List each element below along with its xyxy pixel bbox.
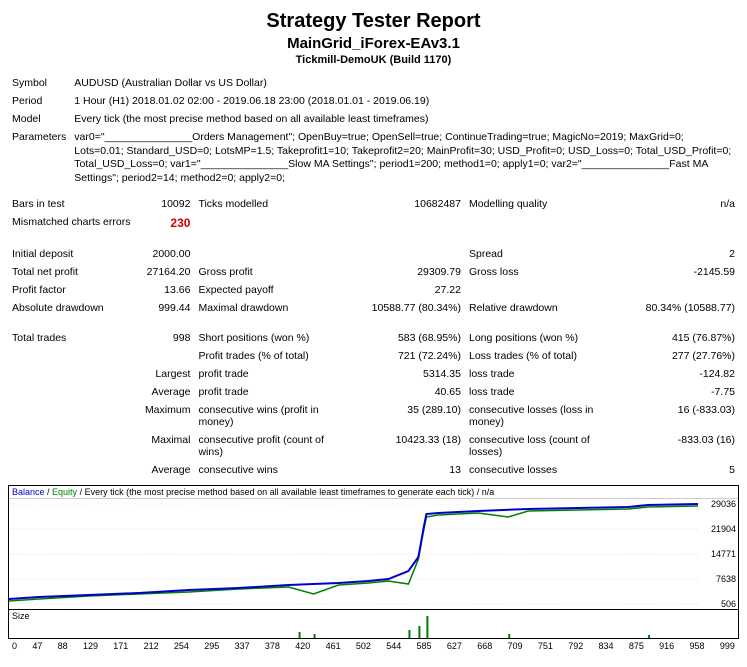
x-axis-ticks: 0478812917121225429533737842046150254458… xyxy=(8,639,739,651)
absdd-value: 999.44 xyxy=(134,299,194,317)
netprofit-value: 27164.20 xyxy=(134,263,194,281)
grossloss-label: Gross loss xyxy=(465,263,619,281)
params-label: Parameters xyxy=(8,128,70,189)
model-value: Every tick (the most precise method base… xyxy=(70,110,739,128)
max-cl-label: consecutive losses (loss in money) xyxy=(465,401,619,431)
largest-label: Largest xyxy=(134,365,194,383)
maximal-cl-label: consecutive loss (count of losses) xyxy=(465,431,619,461)
avg-cw-label: consecutive wins xyxy=(194,461,345,479)
grossprofit-value: 29309.79 xyxy=(345,263,465,281)
spread-label: Spread xyxy=(465,245,619,263)
mq-label: Modelling quality xyxy=(465,195,619,213)
broker-build: Tickmill-DemoUK (Build 1170) xyxy=(8,54,739,66)
spread-value: 2 xyxy=(619,245,739,263)
ticks-value: 10682487 xyxy=(345,195,465,213)
report-title: Strategy Tester Report xyxy=(8,10,739,33)
maximal-label: Maximal xyxy=(134,431,194,461)
absdd-label: Absolute drawdown xyxy=(8,299,134,317)
losstrades-label: Loss trades (% of total) xyxy=(465,347,619,365)
maximal-cp-label: consecutive profit (count of wins) xyxy=(194,431,345,461)
losstrades-value: 277 (27.76%) xyxy=(619,347,739,365)
avg-cl-label: consecutive losses xyxy=(465,461,619,479)
ep-value: 27.22 xyxy=(345,281,465,299)
max-cw-label: consecutive wins (profit in money) xyxy=(194,401,345,431)
ticks-label: Ticks modelled xyxy=(194,195,345,213)
legend-text: Every tick (the most precise method base… xyxy=(85,487,495,497)
period-value: 1 Hour (H1) 2018.01.02 02:00 - 2019.06.1… xyxy=(70,92,739,110)
ea-name: MainGrid_iForex-EAv3.1 xyxy=(8,35,739,52)
grossloss-value: -2145.59 xyxy=(619,263,739,281)
params-value: var0="_______________Orders Management";… xyxy=(70,128,739,189)
chart-main-panel: 2903621904147717638506 xyxy=(9,499,738,609)
legend-equity: Equity xyxy=(52,487,77,497)
avg-pt-value: 40.65 xyxy=(345,383,465,401)
meta-table: Symbol AUDUSD (Australian Dollar vs US D… xyxy=(8,74,739,189)
mismatch-value: 230 xyxy=(134,213,194,233)
y-axis-labels: 2903621904147717638506 xyxy=(711,499,736,609)
maxdd-value: 10588.77 (80.34%) xyxy=(345,299,465,317)
max-cw-value: 35 (289.10) xyxy=(345,401,465,431)
deposit-value: 2000.00 xyxy=(134,245,194,263)
totaltrades-value: 998 xyxy=(134,329,194,347)
bars-label: Bars in test xyxy=(8,195,134,213)
maxdd-label: Maximal drawdown xyxy=(194,299,345,317)
bars-value: 10092 xyxy=(134,195,194,213)
profittrades-value: 721 (72.24%) xyxy=(345,347,465,365)
maximal-cl-value: -833.03 (16) xyxy=(619,431,739,461)
avg-lt-value: -7.75 xyxy=(619,383,739,401)
max-cl-value: 16 (-833.03) xyxy=(619,401,739,431)
maximum-label: Maximum xyxy=(134,401,194,431)
avg-cl-value: 5 xyxy=(619,461,739,479)
shortpos-value: 583 (68.95%) xyxy=(345,329,465,347)
symbol-value: AUDUSD (Australian Dollar vs US Dollar) xyxy=(70,74,739,92)
longpos-label: Long positions (won %) xyxy=(465,329,619,347)
maximal-cp-value: 10423.33 (18) xyxy=(345,431,465,461)
mismatch-label: Mismatched charts errors xyxy=(8,213,134,233)
profittrades-label: Profit trades (% of total) xyxy=(194,347,345,365)
chart-size-panel: Size xyxy=(9,609,738,638)
avg2-label: Average xyxy=(134,461,194,479)
longpos-value: 415 (76.87%) xyxy=(619,329,739,347)
period-label: Period xyxy=(8,92,70,110)
size-label: Size xyxy=(12,611,30,621)
avg-cw-value: 13 xyxy=(345,461,465,479)
pf-value: 13.66 xyxy=(134,281,194,299)
totaltrades-label: Total trades xyxy=(8,329,134,347)
ep-label: Expected payoff xyxy=(194,281,345,299)
deposit-label: Initial deposit xyxy=(8,245,134,263)
largest-lt-value: -124.82 xyxy=(619,365,739,383)
mq-value: n/a xyxy=(619,195,739,213)
reldd-value: 80.34% (10588.77) xyxy=(619,299,739,317)
equity-chart: Balance / Equity / Every tick (the most … xyxy=(8,485,739,639)
stats-table: Bars in test 10092 Ticks modelled 106824… xyxy=(8,195,739,479)
avg-pt-label: profit trade xyxy=(194,383,345,401)
netprofit-label: Total net profit xyxy=(8,263,134,281)
shortpos-label: Short positions (won %) xyxy=(194,329,345,347)
avg-label: Average xyxy=(134,383,194,401)
avg-lt-label: loss trade xyxy=(465,383,619,401)
chart-legend: Balance / Equity / Every tick (the most … xyxy=(9,486,738,499)
model-label: Model xyxy=(8,110,70,128)
pf-label: Profit factor xyxy=(8,281,134,299)
symbol-label: Symbol xyxy=(8,74,70,92)
legend-balance: Balance xyxy=(12,487,45,497)
largest-pt-label: profit trade xyxy=(194,365,345,383)
reldd-label: Relative drawdown xyxy=(465,299,619,317)
largest-lt-label: loss trade xyxy=(465,365,619,383)
grossprofit-label: Gross profit xyxy=(194,263,345,281)
largest-pt-value: 5314.35 xyxy=(345,365,465,383)
